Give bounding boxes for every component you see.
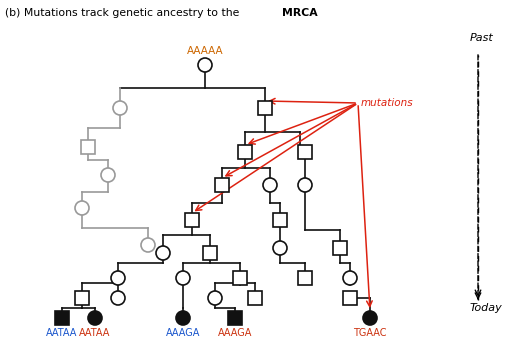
Text: AATAA: AATAA — [80, 328, 111, 338]
Circle shape — [88, 311, 102, 325]
Bar — [298, 271, 312, 285]
Bar — [228, 311, 242, 325]
Bar — [258, 101, 272, 115]
Circle shape — [75, 201, 89, 215]
Bar — [185, 213, 199, 227]
Circle shape — [343, 271, 357, 285]
Circle shape — [208, 291, 222, 305]
Text: AAAAA: AAAAA — [187, 46, 223, 56]
Text: AAAGA: AAAGA — [166, 328, 200, 338]
Bar — [203, 246, 217, 260]
Circle shape — [101, 168, 115, 182]
Bar — [233, 271, 247, 285]
Circle shape — [113, 101, 127, 115]
Text: (b) Mutations track genetic ancestry to the: (b) Mutations track genetic ancestry to … — [5, 8, 243, 18]
Bar — [298, 145, 312, 159]
Bar — [248, 291, 262, 305]
Text: AAAGA: AAAGA — [218, 328, 252, 338]
Text: MRCA: MRCA — [282, 8, 318, 18]
Text: AATAA: AATAA — [46, 328, 77, 338]
Circle shape — [273, 241, 287, 255]
Bar — [273, 213, 287, 227]
Circle shape — [141, 238, 155, 252]
Bar — [75, 291, 89, 305]
Circle shape — [363, 311, 377, 325]
Bar — [215, 178, 229, 192]
Circle shape — [263, 178, 277, 192]
Circle shape — [198, 58, 212, 72]
Text: mutations: mutations — [361, 98, 413, 108]
Bar — [238, 145, 252, 159]
Circle shape — [176, 311, 190, 325]
Bar — [333, 241, 347, 255]
Circle shape — [111, 291, 125, 305]
Text: Today: Today — [470, 303, 503, 313]
Bar — [343, 291, 357, 305]
Circle shape — [111, 271, 125, 285]
Circle shape — [156, 246, 170, 260]
Bar — [81, 140, 95, 154]
Circle shape — [298, 178, 312, 192]
Circle shape — [176, 271, 190, 285]
Text: TGAAC: TGAAC — [353, 328, 387, 338]
Bar — [55, 311, 69, 325]
Text: Past: Past — [470, 33, 494, 43]
